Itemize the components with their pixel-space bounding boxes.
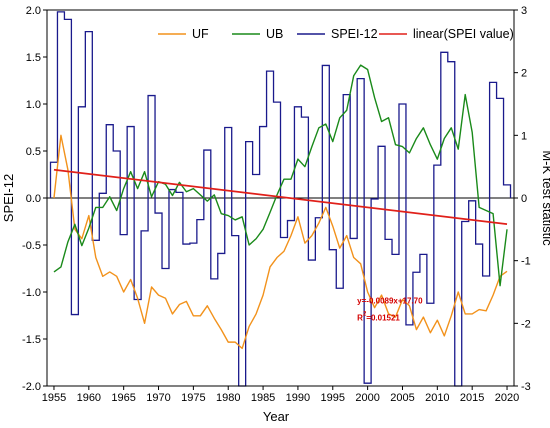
- x-tick-label: 1980: [216, 392, 240, 404]
- y2-tick-label: -1: [521, 256, 531, 268]
- x-tick-label: 2020: [495, 392, 519, 404]
- legend-label: UB: [266, 27, 283, 41]
- x-tick-label: 2005: [390, 392, 414, 404]
- y-tick-label: 0.0: [26, 193, 41, 205]
- r2-value: =0.01521: [366, 313, 400, 322]
- x-tick-label: 2010: [425, 392, 449, 404]
- regression-r-squared: R2=0.01521: [357, 311, 400, 322]
- series-spei-12: [49, 11, 512, 387]
- y2-tick-label: 2: [521, 68, 527, 80]
- y-axis-right-title: M-K test statistic: [540, 150, 550, 246]
- y-tick-label: 2.0: [26, 5, 41, 17]
- x-tick-label: 1990: [286, 392, 310, 404]
- legend-label: UF: [192, 27, 209, 41]
- regression-annotation: y=-0.0089x+17.70 R2=0.01521: [357, 296, 423, 322]
- y-axis-right: 3 2 1 0 -1 -2 -3: [514, 5, 531, 393]
- x-tick-label: 2000: [355, 392, 379, 404]
- series-ub: [53, 64, 508, 287]
- legend-label: SPEI-12: [331, 27, 378, 41]
- series-linear-fit: [53, 168, 508, 226]
- x-tick-label: 1965: [111, 392, 135, 404]
- y2-tick-label: 3: [521, 5, 527, 17]
- legend-label: linear(SPEI value): [413, 27, 514, 41]
- x-tick-label: 1955: [42, 392, 66, 404]
- y2-tick-label: -3: [521, 381, 531, 393]
- series-layer: [49, 11, 512, 387]
- legend: UF UB SPEI-12 linear(SPEI value): [158, 27, 514, 41]
- r2-superscript: 2: [363, 311, 367, 317]
- x-tick-label: 1970: [146, 392, 170, 404]
- y-axis-left: 2.0 1.5 1.0 0.5 0.0 -0.5 -1.0 -1.5 -2.0: [22, 5, 47, 393]
- y-tick-label: -0.5: [22, 240, 41, 252]
- series-uf: [53, 134, 508, 350]
- y-tick-label: 1.5: [26, 52, 41, 64]
- x-tick-label: 1960: [77, 392, 101, 404]
- y-tick-label: -2.0: [22, 381, 41, 393]
- y2-tick-label: -2: [521, 318, 531, 330]
- r2-prefix: R: [357, 313, 363, 322]
- y-tick-label: 0.5: [26, 146, 41, 158]
- x-tick-label: 1975: [181, 392, 205, 404]
- x-tick-label: 1995: [321, 392, 345, 404]
- y-tick-label: 1.0: [26, 99, 41, 111]
- x-axis-title: Year: [263, 409, 290, 424]
- x-tick-label: 1985: [251, 392, 275, 404]
- regression-equation: y=-0.0089x+17.70: [357, 296, 423, 305]
- x-axis: 1955 1960 1965 1970 1975 1980 1985 1990 1995 2000…: [42, 386, 519, 404]
- y2-tick-label: 0: [521, 193, 527, 205]
- y2-tick-label: 1: [521, 130, 527, 142]
- y-tick-label: -1.5: [22, 334, 41, 346]
- y-axis-left-title: SPEI-12: [1, 174, 16, 222]
- x-tick-label: 2015: [460, 392, 484, 404]
- y-tick-label: -1.0: [22, 287, 41, 299]
